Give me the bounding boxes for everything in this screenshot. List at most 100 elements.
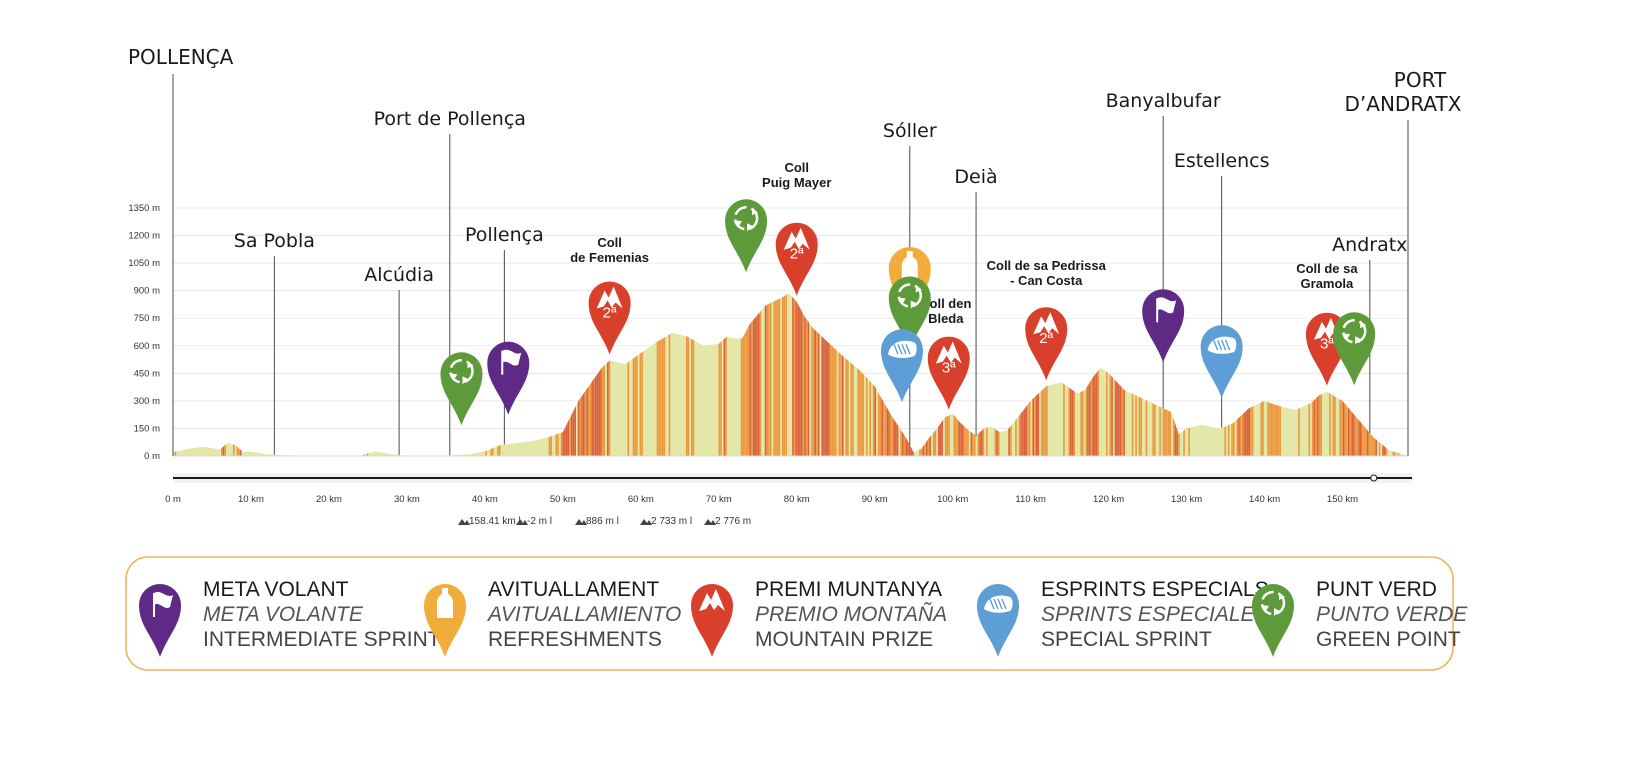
place-label: Sóller [883,120,937,142]
stat-icon [640,519,652,525]
gradient-stripe [980,293,983,456]
gradient-stripe [756,293,758,456]
legend-title: ESPRINTS ESPECIALS [1041,578,1269,601]
gradient-stripe [807,293,810,456]
gradient-stripe [593,293,595,456]
mountain-prize-marker: 2ª [588,281,631,355]
climb-name: Coll de sa [1296,261,1358,276]
gradient-stripe [874,293,877,456]
punt_verd-icon [1260,590,1286,616]
place-label: Alcúdia [364,264,434,286]
gradient-stripe [811,293,813,456]
gradient-stripe [548,293,551,456]
gradient-stripe [1248,293,1251,456]
climb-name: Coll de sa Pedrissa [987,258,1107,273]
gradient-stripe [1123,293,1125,456]
markers: 2ª 2ª 3ª 2ª 3ª [440,199,1376,426]
legend-subtitle-es: PREMIO MONTAÑA [755,602,947,626]
gradient-stripe [754,293,757,456]
gradient-stripe [982,293,985,456]
mountain-icon [1313,317,1340,340]
gradient-stripe [1070,293,1072,456]
gradient-stripe [866,293,868,456]
climb-name-line2: Gramola [1301,276,1355,291]
bottle-icon [437,588,453,618]
gradient-stripe [560,293,563,456]
place-label: Deià [954,166,997,188]
gradient-stripe [805,293,808,456]
gradient-stripe [817,293,820,456]
gradient-stripe [962,293,964,456]
meta_volant-icon [1156,297,1177,323]
gradient-stripe [751,293,753,456]
premi_muntanya-pin [691,584,733,657]
finish-place-label-line2: D’ANDRATX [1345,92,1462,116]
gradient-stripe [1106,293,1108,456]
gradient-stripe [1279,293,1281,456]
gradient-stripe [1119,293,1122,456]
finish-place-label: PORT [1394,68,1447,92]
gradient-stripe [572,293,575,456]
gradient-stripe [1018,293,1021,456]
gradient-stripe [1082,293,1084,456]
legend-meta_volant-icon [139,584,181,657]
esprints-icon [984,595,1013,613]
distance-marker [1370,474,1378,482]
recycle-icon [449,358,474,384]
gradient-stripe [998,293,1000,456]
gradient-stripe [965,293,968,456]
sprint-stripe [897,344,903,355]
gradient-stripe [1109,293,1112,456]
legend-subtitle-es: AVITUALLAMIENTO [486,603,681,626]
gradient-stripe [601,293,604,456]
x-tick-label: 20 km [316,494,342,505]
gradient-stripe [804,293,806,456]
gradient-stripe [764,293,767,456]
gradient-stripe [845,293,847,456]
climb-category: 3ª [1320,336,1334,353]
sprint-stripe [997,598,1003,610]
gradient-stripe [569,293,571,456]
stat-value: 886 m l [586,516,619,527]
gradient-stripe [1089,293,1091,456]
gradient-stripe [1008,293,1010,456]
gradient-stripe [872,293,875,456]
gradient-stripe [607,293,609,456]
premi_muntanya-pin [1025,307,1068,381]
legend-subtitle-en: MOUNTAIN PRIZE [755,628,933,651]
sprint-stripe [989,598,995,610]
gradient-stripe [757,293,760,456]
premi_muntanya-pin [775,222,818,296]
gradient-stripe [562,293,564,456]
gradient-stripe [826,293,829,456]
gradient-stripe [797,293,799,456]
gradient-stripe [986,293,988,456]
gradient-stripe [862,293,865,456]
gradient-stripe [1015,293,1017,456]
gradient-stripe [824,293,827,456]
gradient-stripe [1140,293,1142,456]
gradient-stripe [591,293,594,456]
stat-value: 158.41 km l [469,516,521,527]
legend-premi_muntanya-icon [691,584,733,657]
gradient-stripe [831,293,834,456]
gradient-stripe [1245,293,1247,456]
mountain-prize-marker: 3ª [927,336,970,410]
punt_verd-marker [440,352,483,426]
place-labels: Sa Pobla Alcúdia Port de Pollença Pollença S… [128,45,1462,286]
gradient-stripe [927,293,930,456]
gradient-stripe [781,293,784,456]
gradient-stripe [596,293,599,456]
gradient-stripe [960,293,962,456]
gradient-stripe [720,293,722,456]
gradient-stripe [1188,293,1190,456]
climb-name: Coll den [920,296,971,311]
avituallament-icon [901,251,918,282]
gradient-stripe [1068,293,1070,456]
gradient-stripe [658,293,660,456]
sprint-stripe [1001,598,1007,610]
climb-name: Coll [597,235,622,250]
